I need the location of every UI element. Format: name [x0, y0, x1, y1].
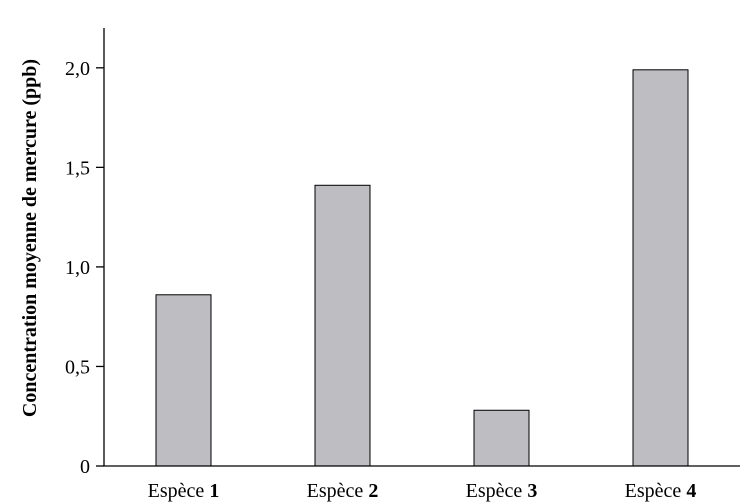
axes-lines — [103, 28, 740, 467]
x-tick-label-number: 1 — [209, 480, 219, 502]
x-tick-label: Espèce 4 — [625, 480, 697, 502]
bars-group — [155, 69, 689, 467]
bar-espece-1 — [155, 294, 212, 467]
bar-espece-3 — [473, 409, 530, 467]
x-tick-label-prefix: Espèce — [625, 480, 687, 502]
y-tick-label: 2,0 — [65, 58, 90, 80]
y-tick-label: 0,5 — [65, 356, 90, 378]
x-tick-label: Espèce 1 — [148, 480, 220, 502]
x-tick-label-number: 4 — [686, 480, 696, 502]
x-tick-label: Espèce 3 — [466, 480, 538, 502]
y-tick-label: 0 — [80, 456, 90, 478]
x-tick-label-prefix: Espèce — [307, 480, 369, 502]
y-axis-title: Concentration moyenne de mercure (ppb) — [19, 59, 41, 417]
x-axis: Espèce 1 Espèce 2 Espèce 3 Espèce 4 — [148, 480, 697, 502]
x-tick-label-prefix: Espèce — [148, 480, 210, 502]
y-tick-label: 1,0 — [65, 257, 90, 279]
bar-espece-4 — [632, 69, 689, 467]
bar-espece-2 — [314, 184, 371, 467]
x-tick-label: Espèce 2 — [307, 480, 379, 502]
x-tick-label-prefix: Espèce — [466, 480, 528, 502]
y-axis: 0 0,5 1,0 1,5 2,0 — [65, 58, 104, 478]
y-tick-label: 1,5 — [65, 157, 90, 179]
x-tick-label-number: 2 — [368, 480, 378, 502]
x-tick-label-number: 3 — [527, 480, 537, 502]
